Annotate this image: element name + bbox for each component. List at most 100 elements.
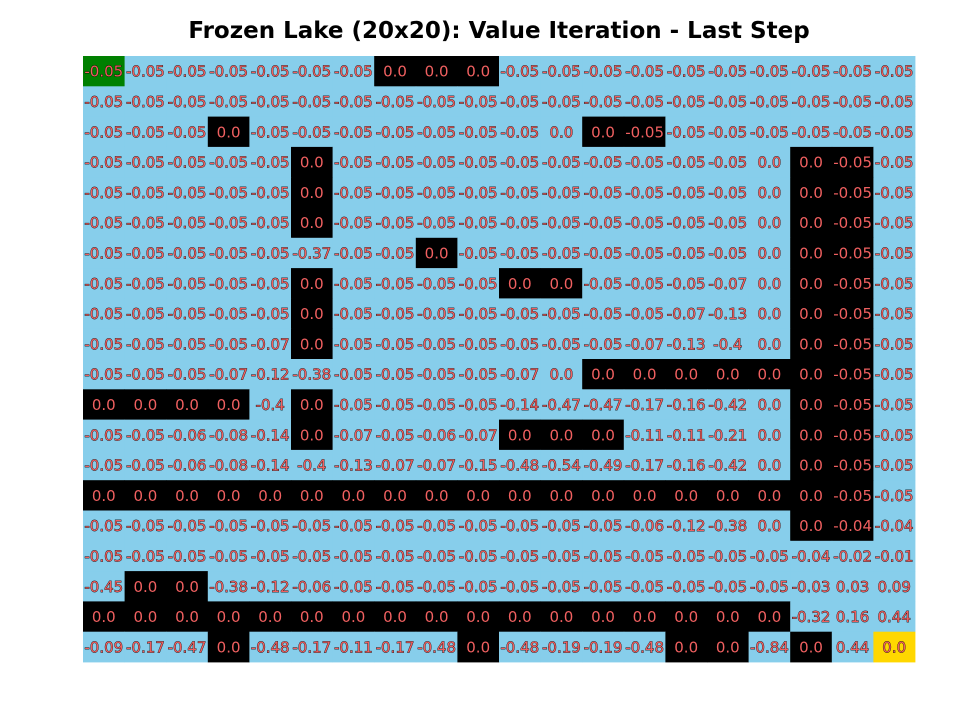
cell-frozen	[707, 86, 749, 117]
cell-hole	[291, 298, 333, 330]
cell-frozen	[873, 177, 916, 208]
cell-value-label: -0.05	[625, 63, 664, 81]
cell-frozen	[457, 177, 500, 208]
cell-frozen	[457, 237, 500, 269]
cell-value-label: -0.4	[256, 396, 285, 414]
cell-value-label: -0.05	[417, 335, 456, 353]
cell-frozen	[748, 540, 791, 572]
cell-hole	[831, 328, 874, 360]
cell-value-label: 0.0	[757, 426, 781, 444]
cell-value-label: -0.05	[168, 366, 207, 384]
cell-frozen	[457, 268, 500, 299]
cell-value-label: 0.0	[799, 638, 823, 656]
cell-value-label: 0.0	[466, 638, 490, 656]
cell-value-label: -0.38	[209, 578, 248, 596]
cell-frozen	[623, 298, 666, 330]
cell-frozen	[124, 298, 167, 330]
cell-value-label: 0.0	[757, 154, 781, 172]
cell-frozen	[415, 86, 458, 117]
cell-frozen	[748, 389, 791, 420]
cell-value-label: -0.05	[875, 123, 914, 141]
cell-value-label: 0.0	[133, 608, 157, 626]
cell-frozen	[332, 449, 375, 481]
cell-frozen	[623, 328, 666, 360]
cell-frozen	[249, 540, 292, 572]
cell-frozen	[291, 56, 333, 87]
cell-frozen	[291, 116, 333, 148]
cell-value-label: -0.11	[334, 638, 373, 656]
cell-hole	[831, 268, 874, 299]
cell-frozen	[457, 510, 500, 542]
cell-value-label: -0.05	[542, 517, 581, 535]
cell-value-label: -0.05	[459, 184, 498, 202]
cell-value-label: -0.05	[833, 335, 872, 353]
cell-hole	[582, 419, 625, 451]
cell-hole	[665, 601, 708, 633]
cell-hole	[790, 207, 833, 239]
cell-frozen	[374, 510, 417, 542]
cell-value-label: -0.05	[168, 305, 207, 323]
cell-hole	[83, 389, 125, 420]
cell-hole	[790, 177, 833, 208]
cell-frozen	[83, 419, 125, 451]
cell-frozen	[457, 116, 500, 148]
cell-frozen	[83, 177, 125, 208]
cell-value-label: 0.0	[133, 578, 157, 596]
cell-value-label: -0.05	[542, 305, 581, 323]
cell-value-label: -0.06	[168, 457, 207, 475]
cell-value-label: -0.05	[459, 154, 498, 172]
cell-value-label: -0.48	[417, 638, 456, 656]
cell-frozen	[374, 359, 417, 390]
cell-value-label: -0.05	[292, 123, 331, 141]
cell-value-label: -0.12	[251, 578, 290, 596]
cell-hole	[707, 480, 749, 511]
cell-hole	[291, 601, 333, 633]
cell-hole	[707, 631, 749, 663]
cell-frozen	[124, 268, 167, 299]
cell-frozen	[873, 116, 916, 148]
cell-hole	[790, 328, 833, 360]
cell-frozen	[415, 540, 458, 572]
cell-value-label: 0.0	[508, 426, 532, 444]
cell-frozen	[332, 298, 375, 330]
cell-value-label: -0.05	[376, 335, 415, 353]
cell-frozen	[374, 571, 417, 602]
cell-value-label: -0.49	[584, 457, 623, 475]
cell-hole	[415, 237, 458, 269]
cell-hole	[831, 237, 874, 269]
cell-value-label: -0.05	[792, 63, 831, 81]
cell-value-label: -0.05	[875, 487, 914, 505]
cell-frozen	[332, 237, 375, 269]
cell-value-label: -0.05	[833, 305, 872, 323]
cell-value-label: -0.05	[542, 244, 581, 262]
cell-value-label: -0.05	[875, 154, 914, 172]
cell-frozen	[249, 268, 292, 299]
cell-value-label: -0.05	[500, 63, 539, 81]
cell-frozen	[207, 207, 250, 239]
cell-value-label: -0.05	[500, 578, 539, 596]
cell-value-label: -0.05	[251, 154, 290, 172]
cell-frozen	[124, 510, 167, 542]
cell-value-label: -0.05	[833, 214, 872, 232]
cell-value-label: -0.38	[708, 517, 747, 535]
cell-value-label: 0.0	[799, 154, 823, 172]
cell-value-label: -0.05	[875, 457, 914, 475]
cell-value-label: -0.17	[126, 638, 165, 656]
cell-frozen	[374, 449, 417, 481]
cell-value-label: 0.0	[757, 184, 781, 202]
cell-value-label: -0.05	[542, 335, 581, 353]
cell-frozen	[582, 389, 625, 420]
cell-value-label: -0.05	[708, 214, 747, 232]
cell-hole	[457, 56, 500, 87]
cell-value-label: 0.0	[633, 608, 657, 626]
cell-value-label: 0.0	[757, 396, 781, 414]
cell-value-label: -0.4	[297, 457, 326, 475]
cell-frozen	[374, 177, 417, 208]
cell-value-label: -0.05	[376, 123, 415, 141]
cell-value-label: -0.05	[500, 244, 539, 262]
cell-value-label: 0.0	[133, 487, 157, 505]
cell-hole	[540, 601, 583, 633]
cell-value-label: -0.05	[792, 93, 831, 111]
cell-frozen	[332, 56, 375, 87]
cell-value-label: -0.05	[584, 154, 623, 172]
